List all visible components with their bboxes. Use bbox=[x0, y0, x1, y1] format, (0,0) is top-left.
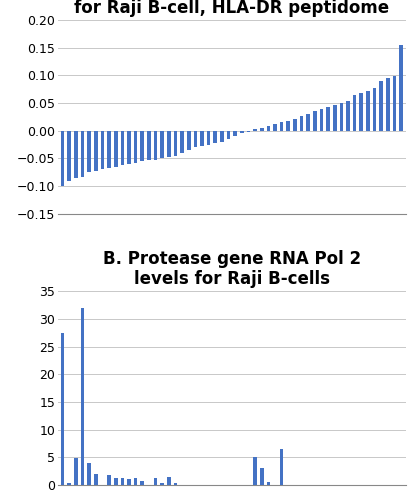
Bar bbox=[147, 130, 150, 160]
Bar bbox=[253, 458, 256, 485]
Bar bbox=[120, 130, 124, 165]
Bar bbox=[233, 130, 236, 136]
Bar bbox=[61, 333, 64, 485]
Bar bbox=[87, 463, 91, 485]
Bar bbox=[332, 104, 336, 130]
Bar bbox=[166, 476, 170, 485]
Bar bbox=[140, 480, 144, 485]
Bar bbox=[140, 130, 144, 161]
Bar bbox=[378, 81, 382, 130]
Bar bbox=[74, 458, 78, 485]
Bar bbox=[94, 474, 97, 485]
Bar bbox=[81, 308, 84, 485]
Bar bbox=[365, 91, 369, 130]
Bar bbox=[114, 478, 117, 485]
Bar bbox=[193, 130, 197, 148]
Bar bbox=[107, 130, 111, 168]
Bar bbox=[160, 484, 164, 485]
Bar bbox=[186, 130, 190, 150]
Bar bbox=[398, 45, 402, 130]
Bar bbox=[120, 478, 124, 485]
Bar bbox=[358, 93, 362, 130]
Bar bbox=[160, 130, 164, 158]
Bar bbox=[67, 484, 71, 485]
Bar bbox=[312, 112, 316, 130]
Bar bbox=[94, 130, 97, 171]
Bar bbox=[133, 130, 137, 163]
Bar bbox=[352, 94, 356, 130]
Bar bbox=[173, 130, 177, 156]
Bar bbox=[319, 108, 323, 130]
Bar bbox=[114, 130, 117, 166]
Bar bbox=[292, 118, 296, 130]
Bar bbox=[199, 130, 203, 146]
Bar bbox=[81, 130, 84, 176]
Bar bbox=[61, 130, 64, 186]
Bar bbox=[266, 126, 270, 130]
Title: A. Average protease sensitivity
for Raji B-cell, HLA-DR peptidome: A. Average protease sensitivity for Raji… bbox=[74, 0, 389, 17]
Bar bbox=[259, 128, 263, 130]
Bar bbox=[133, 478, 137, 485]
Bar bbox=[127, 479, 131, 485]
Bar bbox=[299, 116, 303, 130]
Bar bbox=[339, 103, 342, 130]
Bar bbox=[166, 130, 170, 158]
Bar bbox=[67, 130, 71, 180]
Bar bbox=[279, 449, 283, 485]
Bar bbox=[266, 482, 270, 485]
Bar bbox=[153, 130, 157, 160]
Bar bbox=[180, 130, 183, 153]
Bar bbox=[325, 107, 329, 130]
Bar bbox=[206, 130, 210, 144]
Bar bbox=[286, 120, 290, 130]
Bar bbox=[220, 130, 223, 142]
Bar bbox=[273, 124, 276, 130]
Bar bbox=[279, 122, 283, 130]
Bar bbox=[372, 88, 375, 130]
Bar bbox=[213, 130, 216, 143]
Bar bbox=[226, 130, 230, 139]
Bar bbox=[153, 478, 157, 485]
Bar bbox=[253, 129, 256, 130]
Bar bbox=[385, 78, 389, 130]
Bar bbox=[259, 468, 263, 485]
Bar bbox=[127, 130, 131, 164]
Bar bbox=[173, 484, 177, 485]
Bar bbox=[74, 130, 78, 178]
Bar bbox=[306, 114, 309, 130]
Bar bbox=[246, 130, 249, 132]
Bar bbox=[345, 102, 349, 130]
Bar bbox=[87, 130, 91, 172]
Bar bbox=[240, 130, 243, 134]
Title: B. Protease gene RNA Pol 2
levels for Raji B-cells: B. Protease gene RNA Pol 2 levels for Ra… bbox=[102, 250, 360, 288]
Bar bbox=[392, 76, 395, 130]
Bar bbox=[100, 130, 104, 170]
Bar bbox=[107, 475, 111, 485]
